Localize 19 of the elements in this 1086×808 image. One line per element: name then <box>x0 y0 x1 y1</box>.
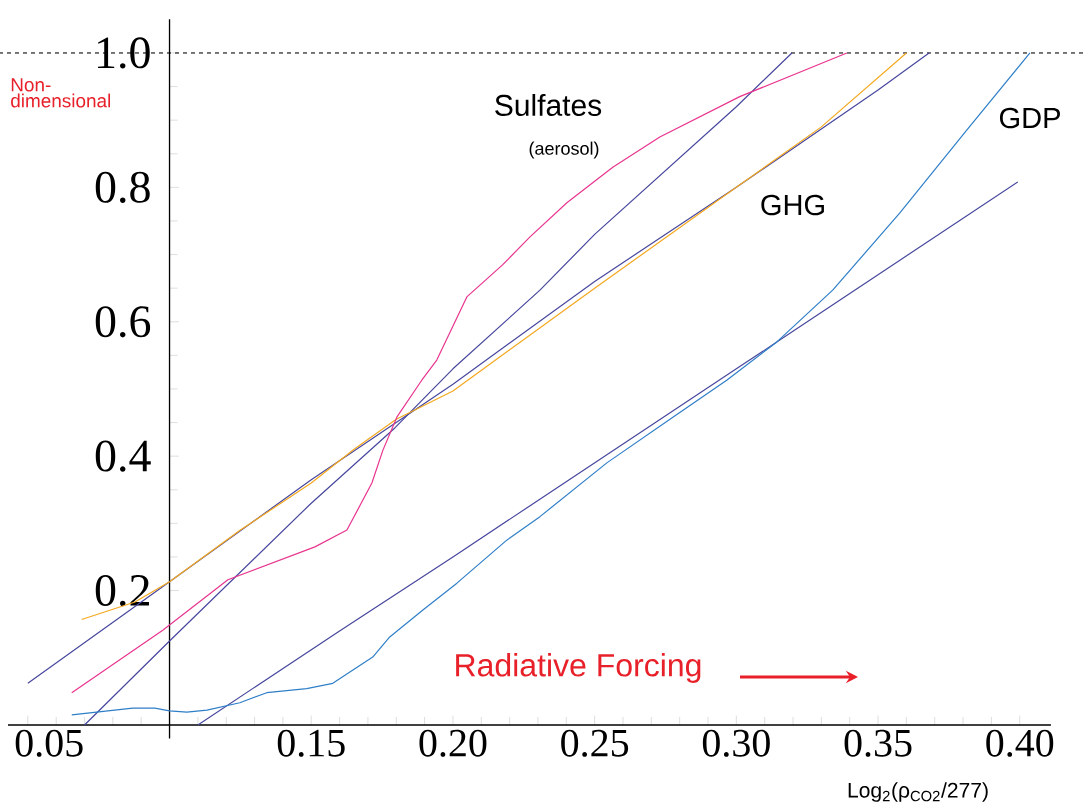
series-label: Sulfates <box>495 93 602 117</box>
annotation: (aerosol) <box>529 141 599 159</box>
series-label: GHG <box>761 194 824 216</box>
y-tick-label: 0.6 <box>95 306 151 338</box>
y-tick-label: 1.0 <box>98 37 150 69</box>
x-tick-label: 0.25 <box>561 729 629 757</box>
y-tick-label: 0.2 <box>95 574 149 607</box>
y-tick-label: 0.8 <box>95 171 150 203</box>
x-axis-title: Log$_{2}$(ρ$_{CO2}$/277) <box>848 782 988 802</box>
x-tick-label: 0.15 <box>277 729 345 757</box>
y-tick-label: 0.4 <box>95 440 151 472</box>
x-tick-label: 0.05 <box>15 729 83 757</box>
x-tick-label: 0.40 <box>986 729 1054 757</box>
series-label: GDP <box>999 107 1060 129</box>
annotation: Radiative Forcing <box>456 653 701 683</box>
x-tick-label: 0.35 <box>844 729 912 757</box>
x-tick-label: 0.30 <box>702 729 770 757</box>
y-axis-title: Non-dimensional <box>11 78 111 108</box>
x-tick-label: 0.20 <box>419 729 487 757</box>
